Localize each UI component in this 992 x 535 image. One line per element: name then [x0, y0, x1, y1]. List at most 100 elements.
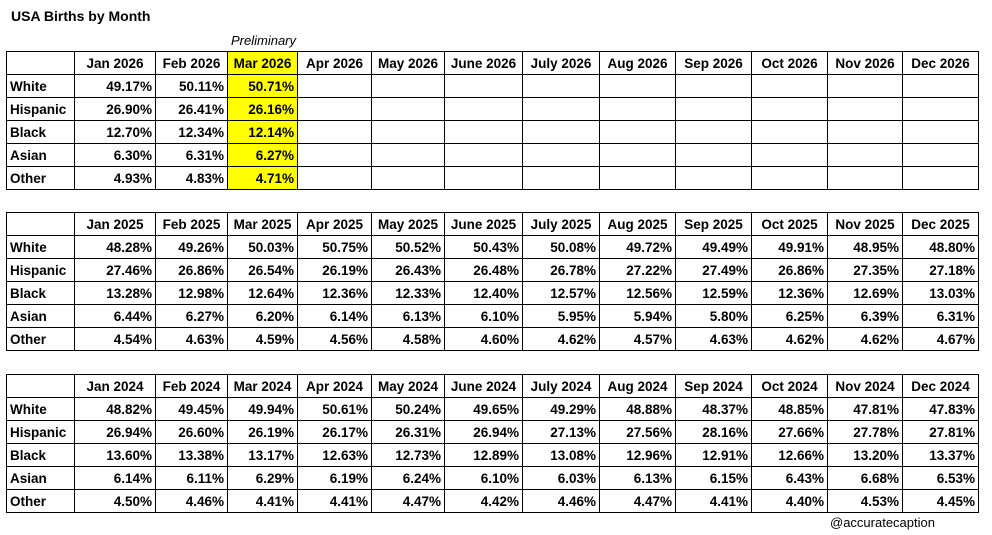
- value-cell: 50.03%: [227, 235, 298, 259]
- value-cell: 27.46%: [74, 258, 156, 282]
- month-header: Feb 2024: [155, 374, 228, 398]
- month-header: Sep 2025: [675, 212, 752, 236]
- value-cell: [599, 120, 676, 144]
- value-cell: 50.08%: [522, 235, 600, 259]
- value-cell: 4.58%: [371, 327, 445, 351]
- value-cell: [599, 166, 676, 190]
- value-cell: 6.13%: [371, 304, 445, 328]
- value-cell: 6.24%: [371, 466, 445, 490]
- table-row: White 48.82% 49.45% 49.94% 50.61% 50.24% 49.65…: [6, 397, 979, 421]
- value-cell: 48.85%: [751, 397, 828, 421]
- value-cell: 4.63%: [675, 327, 752, 351]
- value-cell: 4.62%: [522, 327, 600, 351]
- row-label: White: [6, 235, 75, 259]
- value-cell: 49.94%: [227, 397, 298, 421]
- value-cell: 12.98%: [155, 281, 228, 305]
- value-cell: [902, 143, 979, 167]
- value-cell: 6.13%: [599, 466, 676, 490]
- value-cell: 12.64%: [227, 281, 298, 305]
- value-cell: [444, 120, 523, 144]
- value-cell: [297, 143, 372, 167]
- value-cell: [522, 120, 600, 144]
- value-cell: 13.17%: [227, 443, 298, 467]
- value-cell: 4.62%: [827, 327, 903, 351]
- month-header: Oct 2024: [751, 374, 828, 398]
- row-label: Hispanic: [6, 97, 75, 121]
- value-cell: 6.68%: [827, 466, 903, 490]
- value-cell: 12.33%: [371, 281, 445, 305]
- value-cell: 50.61%: [297, 397, 372, 421]
- value-cell: [599, 97, 676, 121]
- value-cell: 6.19%: [297, 466, 372, 490]
- value-cell: [522, 143, 600, 167]
- value-cell: 48.95%: [827, 235, 903, 259]
- value-cell: 6.15%: [675, 466, 752, 490]
- value-cell: [751, 166, 828, 190]
- value-cell: 26.54%: [227, 258, 298, 282]
- value-cell: [827, 166, 903, 190]
- row-label: White: [6, 74, 75, 98]
- value-cell: 48.80%: [902, 235, 979, 259]
- value-cell: 12.70%: [74, 120, 156, 144]
- month-header: July 2025: [522, 212, 600, 236]
- value-cell: 49.49%: [675, 235, 752, 259]
- month-header: Apr 2024: [297, 374, 372, 398]
- value-cell: 4.53%: [827, 489, 903, 513]
- month-header: Feb 2025: [155, 212, 228, 236]
- value-cell: [675, 143, 752, 167]
- value-cell: 12.63%: [297, 443, 372, 467]
- value-cell: 26.41%: [155, 97, 228, 121]
- value-cell: 13.20%: [827, 443, 903, 467]
- value-cell: 12.36%: [751, 281, 828, 305]
- value-cell: 13.37%: [902, 443, 979, 467]
- value-cell: 12.89%: [444, 443, 523, 467]
- value-cell: 48.88%: [599, 397, 676, 421]
- value-cell: 27.78%: [827, 420, 903, 444]
- row-label: Other: [6, 327, 75, 351]
- value-cell: 13.08%: [522, 443, 600, 467]
- value-cell: 26.94%: [74, 420, 156, 444]
- value-cell: [297, 97, 372, 121]
- row-label: Other: [6, 489, 75, 513]
- value-cell: 48.37%: [675, 397, 752, 421]
- value-cell: 49.29%: [522, 397, 600, 421]
- value-cell: 12.59%: [675, 281, 752, 305]
- page-title: USA Births by Month: [11, 8, 151, 24]
- value-cell: 48.28%: [74, 235, 156, 259]
- value-cell: 50.43%: [444, 235, 523, 259]
- value-cell: [599, 74, 676, 98]
- month-header: Jan 2026: [74, 51, 156, 75]
- value-cell: 26.43%: [371, 258, 445, 282]
- value-cell: 4.50%: [74, 489, 156, 513]
- value-cell: 5.95%: [522, 304, 600, 328]
- month-header: June 2026: [444, 51, 523, 75]
- month-header: Mar 2026: [227, 51, 298, 75]
- value-cell: 4.41%: [227, 489, 298, 513]
- value-cell: 4.56%: [297, 327, 372, 351]
- value-cell: 4.60%: [444, 327, 523, 351]
- value-cell: 49.26%: [155, 235, 228, 259]
- value-cell: 26.31%: [371, 420, 445, 444]
- value-cell: 4.45%: [902, 489, 979, 513]
- month-header: Nov 2025: [827, 212, 903, 236]
- value-cell: [371, 143, 445, 167]
- value-cell: 4.63%: [155, 327, 228, 351]
- value-cell: 6.39%: [827, 304, 903, 328]
- value-cell: 49.72%: [599, 235, 676, 259]
- value-cell: 26.78%: [522, 258, 600, 282]
- value-cell: 6.14%: [74, 466, 156, 490]
- value-cell: 4.47%: [371, 489, 445, 513]
- value-cell: 27.13%: [522, 420, 600, 444]
- value-cell: 27.49%: [675, 258, 752, 282]
- value-cell: [751, 97, 828, 121]
- corner-cell: [6, 212, 75, 236]
- value-cell: 50.24%: [371, 397, 445, 421]
- month-header: July 2026: [522, 51, 600, 75]
- value-cell: 26.90%: [74, 97, 156, 121]
- value-cell: [444, 74, 523, 98]
- value-cell: 13.03%: [902, 281, 979, 305]
- value-cell: 12.56%: [599, 281, 676, 305]
- row-label: Asian: [6, 466, 75, 490]
- table-header-row: Jan 2025 Feb 2025 Mar 2025 Apr 2025 May 2025…: [6, 212, 979, 236]
- value-cell: 6.29%: [227, 466, 298, 490]
